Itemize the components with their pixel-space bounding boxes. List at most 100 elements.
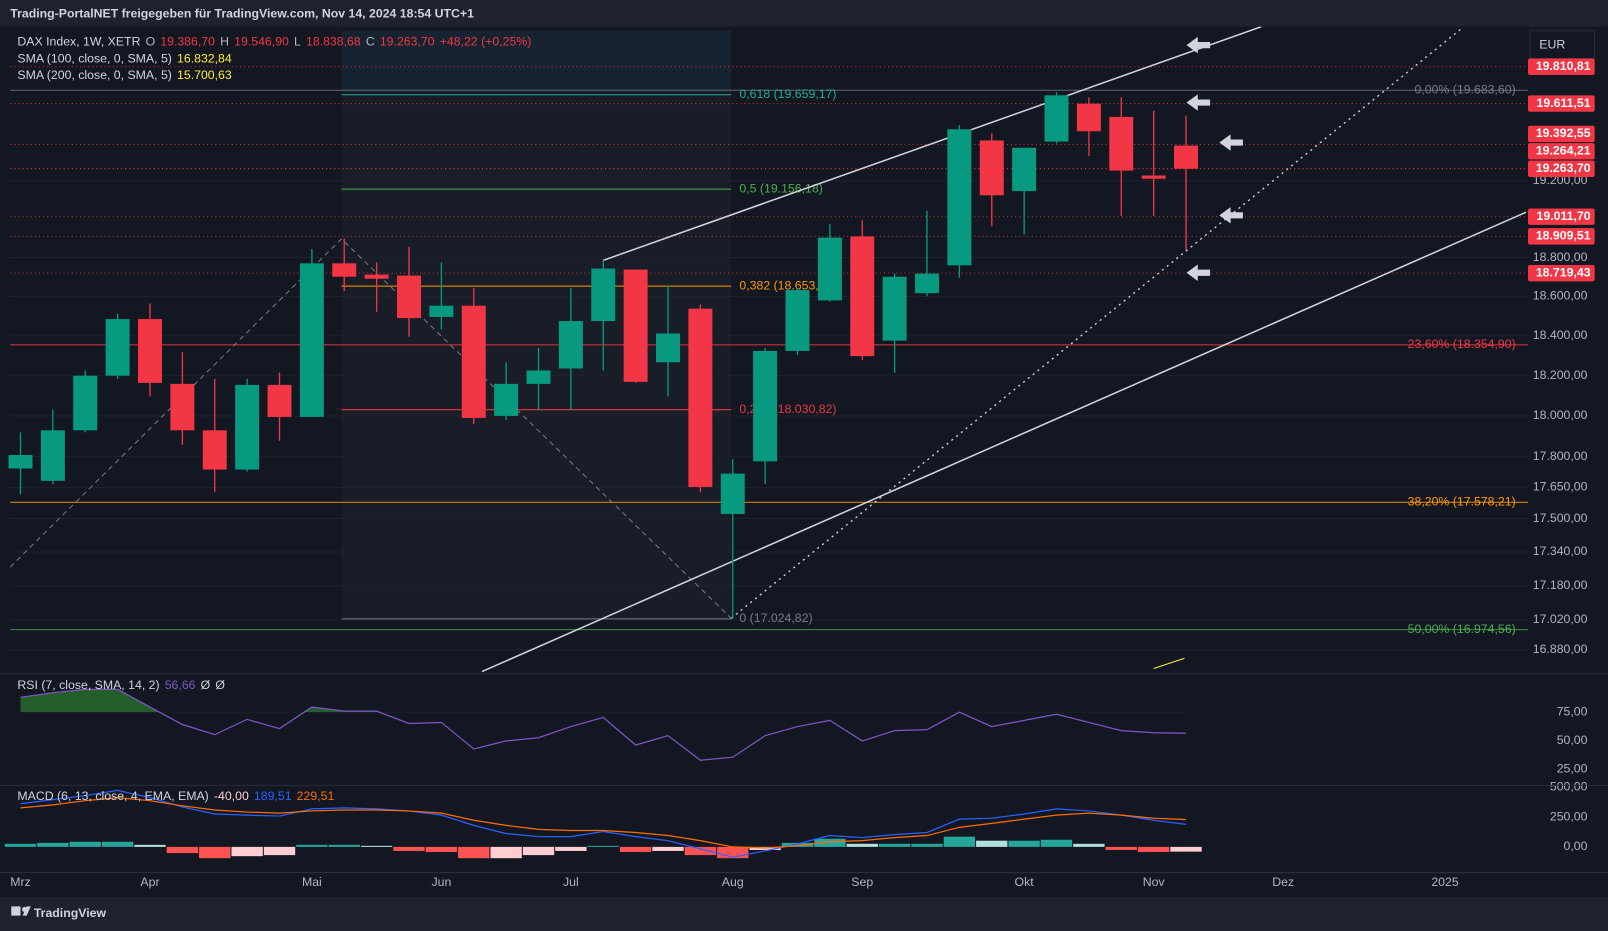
macd-histogram-bar <box>296 844 328 847</box>
brand: TradingView <box>34 906 107 920</box>
legend-key: C <box>366 34 375 48</box>
legend-value: 19.386,70 <box>160 34 215 48</box>
candle-body <box>1012 147 1037 192</box>
fib-zone <box>341 30 732 93</box>
macd-histogram-bar <box>976 840 1008 847</box>
candle-body <box>1174 145 1198 169</box>
macd-histogram-bar <box>425 846 458 853</box>
macd-histogram-bar <box>587 845 619 847</box>
macd-line <box>20 796 1187 849</box>
price-label-bg <box>1528 160 1595 177</box>
price-label-bg <box>1528 125 1595 143</box>
marks-layer <box>4 92 1202 859</box>
rsi-line <box>20 688 1187 761</box>
rsi-extra: Ø <box>215 678 225 692</box>
rsi-title: RSI (7, close, SMA, 14, 2) <box>17 678 159 692</box>
x-tick-label: Aug <box>722 875 744 889</box>
macd-histogram-bar <box>555 846 587 851</box>
price-label: 19.611,51 <box>1537 96 1591 110</box>
candle-body <box>720 473 745 514</box>
fib-label: 23,60% (18.354,90) <box>1408 337 1516 351</box>
candle-body <box>494 383 519 416</box>
macd-histogram-bar <box>1137 846 1170 853</box>
candle-body <box>688 308 713 488</box>
candle-body <box>753 350 778 462</box>
study-value: 16.832,84 <box>177 52 232 66</box>
candle-body <box>364 274 389 279</box>
currency-button[interactable] <box>1529 30 1596 59</box>
macd-histogram-bar <box>328 844 360 847</box>
candle-body <box>591 268 616 322</box>
fib-label: 38,20% (17.578,21) <box>1408 495 1516 509</box>
macd-histogram-bar <box>878 843 911 847</box>
macd-value: -40,00 <box>214 789 249 803</box>
macd-histogram-bar <box>619 846 652 853</box>
study-name: SMA (100, close, 0, SMA, 5) <box>17 52 171 66</box>
macd-histogram-bar <box>101 841 134 847</box>
y-tick-label: 250,00 <box>1550 809 1588 823</box>
y-tick-label: 18.600,00 <box>1533 289 1588 303</box>
macd-histogram-bar <box>458 846 490 859</box>
candle-body <box>850 236 875 357</box>
labels-layer: Mrz Apr Mai Jun Jul Aug Sep Okt Nov Dez 2025 16.880… <box>10 34 1595 889</box>
x-tick-label: Nov <box>1143 875 1166 889</box>
macd-histogram-bar <box>393 846 425 851</box>
macd-histogram-bar <box>4 843 37 847</box>
price-label-bg <box>1528 58 1595 75</box>
candle-body <box>1109 116 1134 171</box>
top-bar <box>0 0 1608 27</box>
price-label: 18.719,43 <box>1536 265 1591 279</box>
price-label-bg <box>1528 95 1595 112</box>
candle-body <box>202 430 227 470</box>
channel-dotted <box>730 28 1462 619</box>
price-label: 19.264,21 <box>1536 144 1591 158</box>
candle-body <box>623 269 648 382</box>
macd-histogram-bar <box>360 845 393 847</box>
macd-histogram-bar <box>1040 839 1073 847</box>
candle-body <box>8 454 33 469</box>
macd-histogram-bar <box>717 846 749 859</box>
macd-histogram-bar <box>781 842 814 847</box>
candle-body <box>332 263 357 277</box>
macd-histogram-bar <box>166 846 199 854</box>
macd-histogram-bar <box>199 846 231 859</box>
candle-body <box>1044 95 1069 142</box>
legend-symbol: DAX Index, 1W, XETR <box>17 34 140 48</box>
drawings <box>9 26 1527 673</box>
y-tick-label: 0,00 <box>1564 839 1588 853</box>
y-tick-label: 17.500,00 <box>1533 511 1588 525</box>
macd-value: 189,51 <box>254 789 292 803</box>
candle-body <box>947 129 972 266</box>
currency-label[interactable]: EUR <box>1539 37 1565 51</box>
candle-body <box>429 305 454 317</box>
price-label-bg <box>1528 208 1595 225</box>
candle-body <box>817 237 842 301</box>
macd-value: 229,51 <box>297 789 335 803</box>
y-tick-label: 17.340,00 <box>1533 544 1588 558</box>
x-tick-label: Okt <box>1015 875 1035 889</box>
macd-title: MACD (6, 13, close, 4, EMA, EMA) <box>17 789 208 803</box>
price-label-bg <box>1528 264 1595 282</box>
macd-histogram-bar <box>943 836 976 847</box>
y-tick-label: 18.200,00 <box>1533 368 1588 382</box>
y-tick-label: 18.000,00 <box>1533 408 1588 422</box>
rsi-overbought-fill <box>20 689 960 713</box>
price-label: 19.810,81 <box>1536 59 1591 73</box>
fib-label: 0 (17.024,82) <box>739 611 812 625</box>
legend-value: 19.546,90 <box>234 34 289 48</box>
macd-histogram-bar <box>522 846 555 856</box>
study-value: 15.700,63 <box>177 68 232 82</box>
x-tick-label: 2025 <box>1431 875 1459 889</box>
x-tick-label: Mai <box>302 875 322 889</box>
share-title: Trading-PortalNET freigegeben für Tradin… <box>10 7 474 21</box>
candle-body <box>526 370 551 384</box>
macd-histogram-bar <box>652 846 684 851</box>
fib-label: 0,5 (19.156,18) <box>739 181 822 195</box>
price-label: 19.011,70 <box>1537 209 1591 223</box>
candle-body <box>1141 175 1166 179</box>
candle-body <box>397 275 421 319</box>
rsi-extra: Ø <box>201 678 211 692</box>
macd-histogram-bar <box>134 844 166 847</box>
x-tick-label: Sep <box>851 875 873 889</box>
y-tick-label: 18.400,00 <box>1533 328 1588 342</box>
